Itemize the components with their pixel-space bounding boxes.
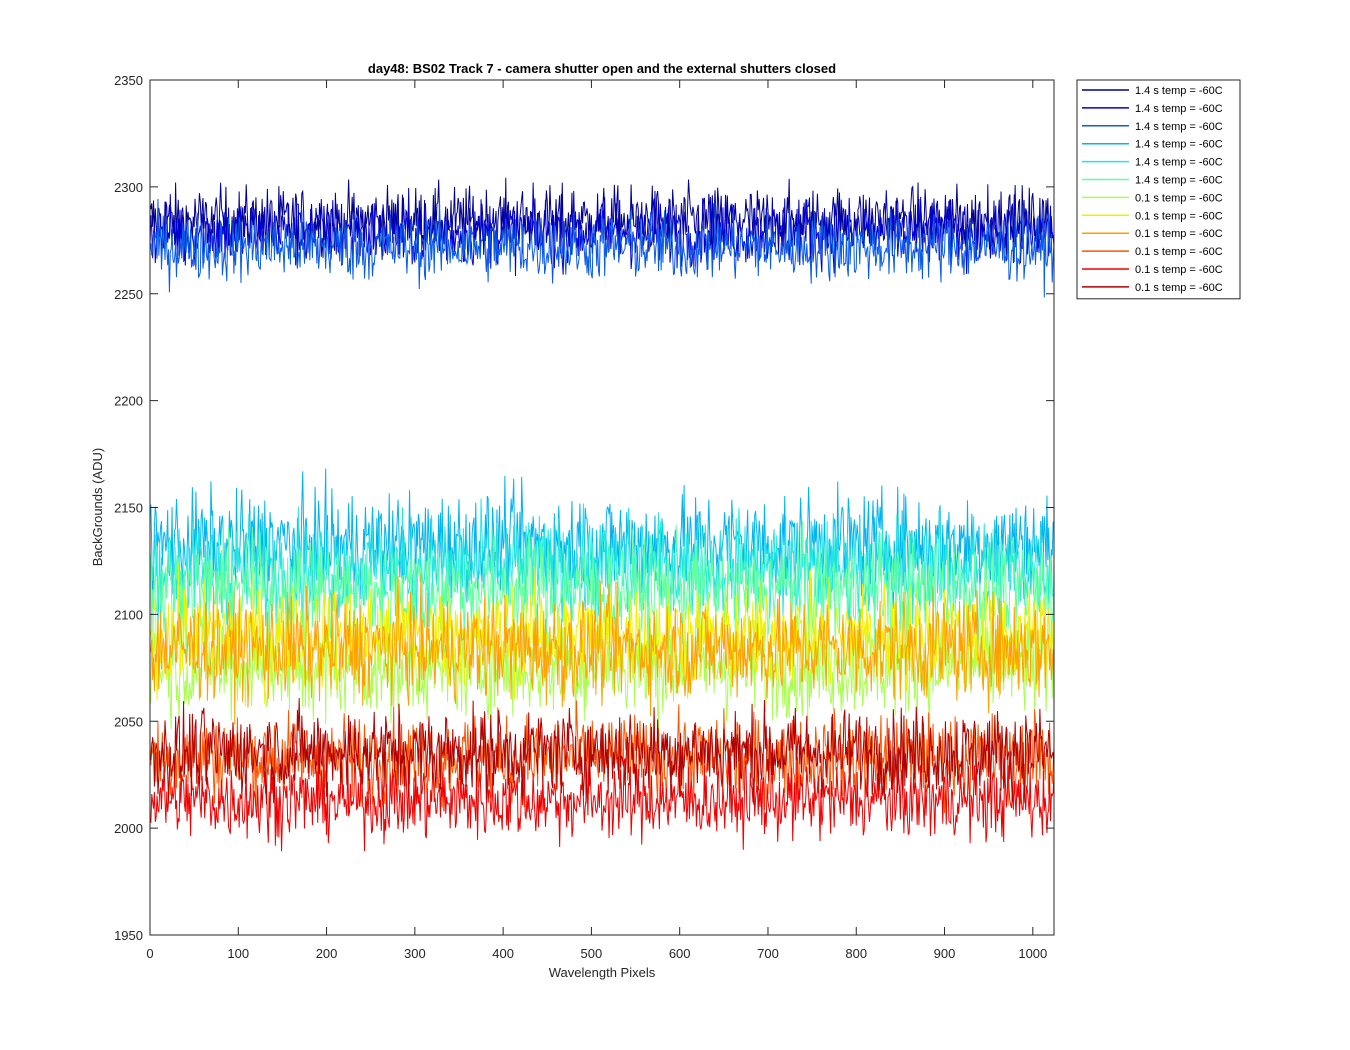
y-tick-label: 1950 (114, 928, 143, 943)
y-tick-label: 2050 (114, 714, 143, 729)
y-tick-label: 2150 (114, 501, 143, 516)
legend-entry: 0.1 s temp = -60C (1135, 264, 1223, 276)
x-tick-label: 1000 (1018, 946, 1047, 961)
legend-entry: 1.4 s temp = -60C (1135, 139, 1223, 151)
legend-entry: 1.4 s temp = -60C (1135, 121, 1223, 133)
x-tick-label: 200 (316, 946, 338, 961)
tick-layer: 0 100 200 300 400 500 600 700 800 900 1000 1950 2000… (114, 73, 1054, 961)
series-line-3 (149, 199, 1055, 298)
series-line-11 (149, 748, 1055, 852)
x-tick-label: 600 (669, 946, 691, 961)
series-line-12 (149, 698, 1055, 805)
x-tick-label: 800 (845, 946, 867, 961)
series-line-1 (149, 177, 1055, 266)
y-tick-label: 2200 (114, 394, 143, 409)
x-axis-label: Wavelength Pixels (549, 965, 656, 980)
x-tick-label: 700 (757, 946, 779, 961)
legend-entry: 1.4 s temp = -60C (1135, 85, 1223, 97)
x-tick-label: 0 (146, 946, 153, 961)
y-tick-label: 2100 (114, 607, 143, 622)
legend-entry: 0.1 s temp = -60C (1135, 282, 1223, 294)
legend-entry: 1.4 s temp = -60C (1135, 175, 1223, 187)
chart-title: day48: BS02 Track 7 - camera shutter ope… (368, 61, 836, 76)
y-tick-label: 2250 (114, 287, 143, 302)
series-line-8 (149, 564, 1055, 705)
y-tick-label: 2350 (114, 73, 143, 88)
legend-entry: 0.1 s temp = -60C (1135, 192, 1223, 204)
series-layer (149, 177, 1055, 852)
legend-box (1076, 79, 1241, 300)
x-tick-label: 900 (934, 946, 956, 961)
legend-entry: 0.1 s temp = -60C (1135, 246, 1223, 258)
x-tick-label: 100 (227, 946, 249, 961)
y-axis-label: BackGrounds (ADU) (90, 448, 105, 566)
legend: 1.4 s temp = -60C 1.4 s temp = -60C 1.4 s … (1076, 79, 1241, 300)
y-tick-label: 2000 (114, 821, 143, 836)
series-line-9 (149, 573, 1055, 725)
x-tick-label: 400 (492, 946, 514, 961)
x-tick-label: 300 (404, 946, 426, 961)
legend-entry: 0.1 s temp = -60C (1135, 210, 1223, 222)
legend-entry: 1.4 s temp = -60C (1135, 103, 1223, 115)
legend-entry: 0.1 s temp = -60C (1135, 228, 1223, 240)
y-tick-label: 2300 (114, 180, 143, 195)
x-tick-label: 500 (581, 946, 603, 961)
legend-entry: 1.4 s temp = -60C (1135, 157, 1223, 169)
